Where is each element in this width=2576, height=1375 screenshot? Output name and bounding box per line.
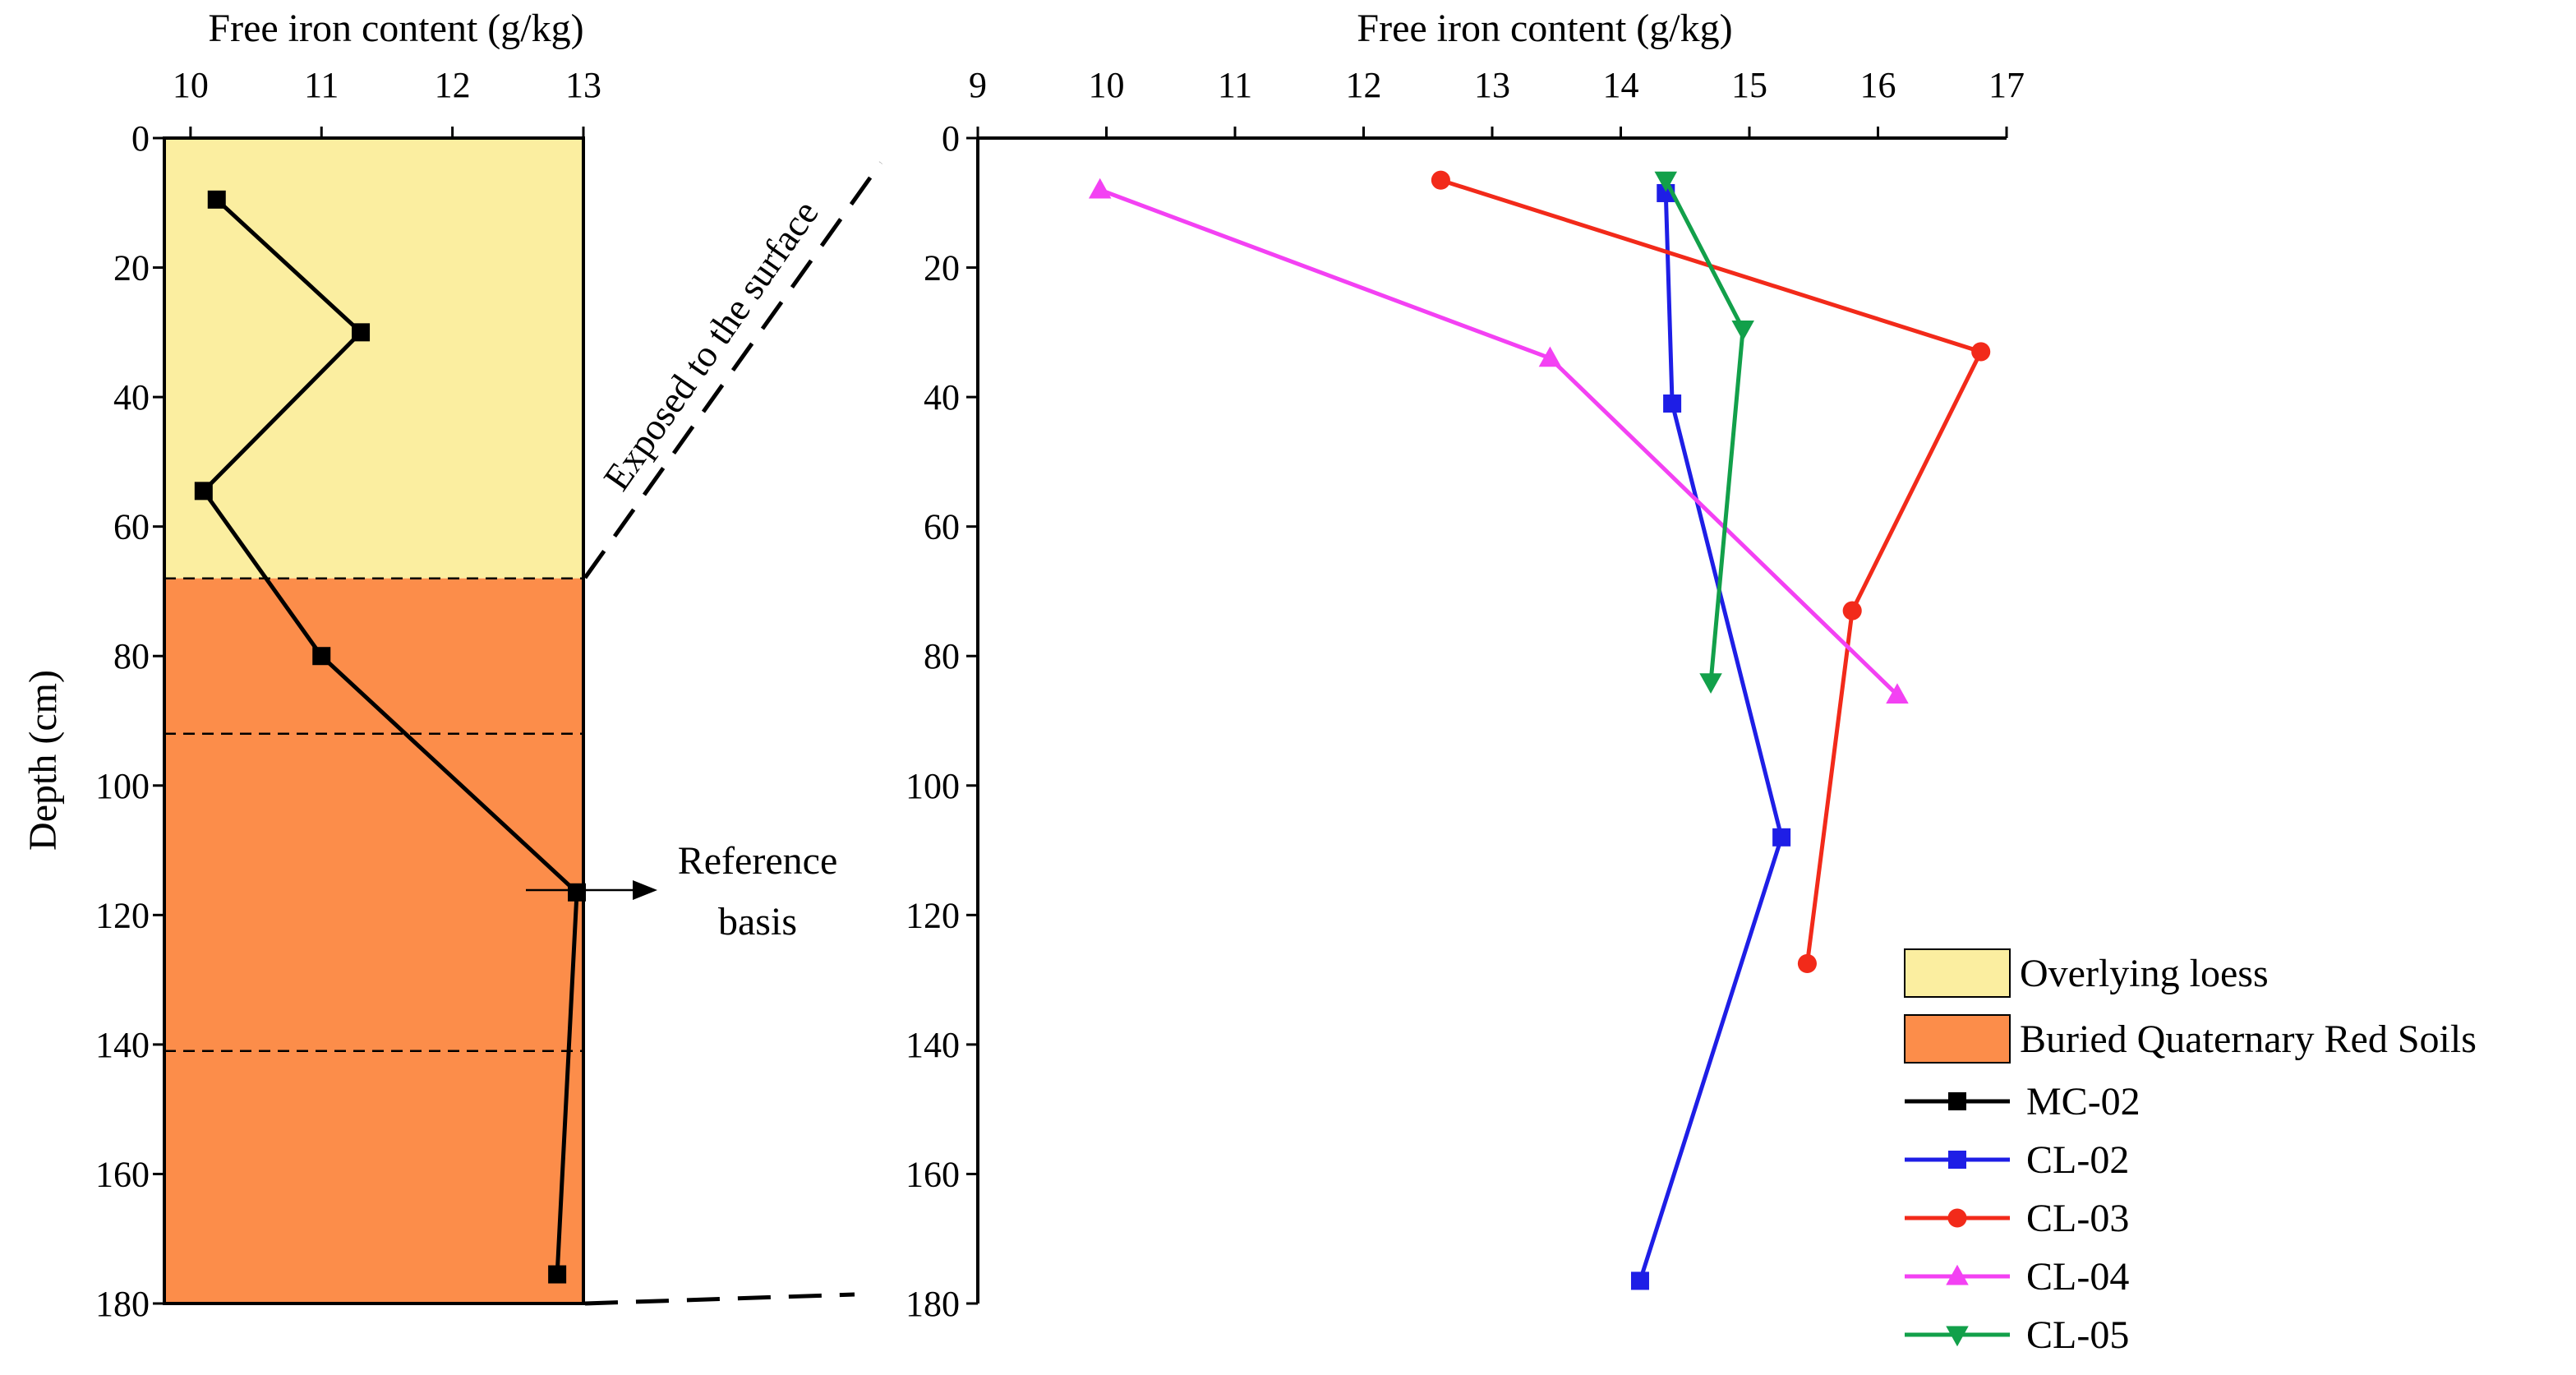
point-mc-02	[568, 883, 587, 902]
left-plot-frame	[163, 136, 585, 1305]
legend-patch-label: Overlying loess	[2020, 952, 2269, 995]
right-y-tick-label: 100	[906, 766, 960, 806]
legend-patch-label: Buried Quaternary Red Soils	[2020, 1017, 2477, 1061]
right-series	[1088, 170, 1991, 1290]
left-axes: 10 11 12 13 0 20 40 60 80 100 120 140 160 180	[95, 65, 601, 1324]
point-cl-02	[1630, 1271, 1649, 1290]
point-cl-03	[1797, 953, 1817, 973]
left-panel-chart: 10 11 12 13 0 20 40 60 80 100 120 140 160 180 Free ir…	[21, 7, 883, 1324]
series-line-cl-03	[1440, 178, 1984, 964]
right-y-tick-label: 160	[906, 1154, 960, 1194]
right-x-tick-label: 14	[1603, 65, 1639, 105]
point-cl-03	[1431, 170, 1450, 190]
right-x-tick-label: 15	[1731, 65, 1767, 105]
exposed-dashed-connector	[583, 161, 883, 579]
left-y-tick-label: 120	[95, 895, 150, 935]
point-cl-04	[1088, 178, 1112, 199]
left-x-tick-label: 10	[173, 65, 209, 105]
right-x-tick-label: 9	[969, 65, 987, 105]
right-y-tick-label: 80	[924, 636, 960, 676]
point-cl-05	[1731, 320, 1754, 341]
legend-marker	[1946, 1264, 1969, 1285]
legend-patch-swatch	[1904, 1014, 2011, 1064]
point-mc-02	[352, 323, 371, 342]
legend-marker	[1948, 1151, 1966, 1169]
point-cl-02	[1772, 828, 1791, 847]
right-x-tick-label: 11	[1218, 65, 1252, 105]
legend-line-label: CL-05	[2026, 1313, 2129, 1357]
right-y-tick-label: 140	[906, 1025, 960, 1065]
left-y-tick-label: 100	[95, 766, 150, 806]
point-mc-02	[207, 190, 226, 209]
point-cl-04	[1538, 346, 1562, 367]
right-x-axis-title: Free iron content (g/kg)	[1357, 7, 1732, 50]
series-line-cl-02	[1638, 192, 1784, 1282]
left-y-tick-label: 80	[113, 636, 150, 676]
point-cl-04	[1886, 683, 1909, 704]
point-cl-02	[1663, 394, 1682, 413]
right-y-tick-label: 120	[906, 895, 960, 935]
left-y-tick-label: 0	[131, 118, 150, 159]
right-x-tick-label: 13	[1474, 65, 1510, 105]
reference-label-line1: Reference	[678, 839, 838, 883]
left-x-axis-title: Free iron content (g/kg)	[208, 7, 583, 50]
right-axes: 9 10 11 12 13 14 15 16 17 0 20 40 60 80 100 120 140 160 18…	[906, 65, 2025, 1324]
point-mc-02	[548, 1265, 567, 1284]
left-x-tick-label: 13	[565, 65, 601, 105]
reference-basis-annotation: Reference basis	[526, 839, 837, 944]
legend-marker	[1948, 1092, 1966, 1110]
right-panel-chart: 9 10 11 12 13 14 15 16 17 0 20 40 60 80 100 120 140 160 18…	[906, 7, 2025, 1324]
left-x-tick-label: 12	[435, 65, 471, 105]
point-cl-03	[1842, 601, 1862, 621]
right-y-tick-label: 0	[942, 118, 960, 159]
point-mc-02	[194, 482, 213, 501]
exposed-annotation: Exposed to the surface	[583, 161, 883, 1306]
soil-bands	[164, 138, 583, 1303]
reference-label-line2: basis	[718, 900, 797, 944]
point-cl-05	[1699, 673, 1722, 694]
right-x-tick-label: 12	[1346, 65, 1382, 105]
legend-line-label: CL-03	[2026, 1197, 2129, 1240]
right-y-tick-label: 180	[906, 1284, 960, 1324]
legend-line-label: MC-02	[2026, 1080, 2141, 1124]
left-y-tick-label: 40	[113, 377, 150, 418]
horizon-dashed-lines	[164, 577, 583, 1053]
legend-patch-swatch	[1904, 948, 2011, 998]
left-y-tick-label: 20	[113, 248, 150, 288]
point-cl-05	[1654, 171, 1678, 192]
legend-line-label: CL-04	[2026, 1255, 2129, 1299]
bottom-dashed-connector	[584, 1292, 855, 1306]
soil-band-1	[164, 578, 583, 1303]
left-y-tick-label: 180	[95, 1284, 150, 1324]
point-cl-03	[1971, 342, 1991, 362]
right-x-tick-label: 10	[1089, 65, 1125, 105]
reference-arrowhead	[633, 880, 657, 900]
legend-marker	[1946, 1326, 1969, 1347]
soil-band-0	[164, 138, 583, 579]
exposed-label: Exposed to the surface	[595, 192, 826, 497]
right-y-tick-label: 40	[924, 377, 960, 418]
series-line-mc-02	[200, 198, 579, 1275]
legend: Overlying loess Buried Quaternary Red Soi…	[1904, 948, 2477, 1357]
left-x-tick-label: 11	[304, 65, 339, 105]
left-y-tick-label: 140	[95, 1025, 150, 1065]
series-line-cl-04	[1099, 187, 1899, 697]
legend-line-label: CL-02	[2026, 1138, 2129, 1182]
left-y-tick-label: 160	[95, 1154, 150, 1194]
right-y-tick-label: 60	[924, 507, 960, 547]
y-axis-title: Depth (cm)	[21, 670, 65, 851]
left-y-tick-label: 60	[113, 507, 150, 547]
left-series	[194, 190, 587, 1284]
point-mc-02	[312, 647, 331, 666]
right-x-tick-label: 17	[1988, 65, 2025, 105]
right-x-tick-label: 16	[1860, 65, 1896, 105]
legend-marker	[1947, 1208, 1967, 1228]
right-y-tick-label: 20	[924, 248, 960, 288]
